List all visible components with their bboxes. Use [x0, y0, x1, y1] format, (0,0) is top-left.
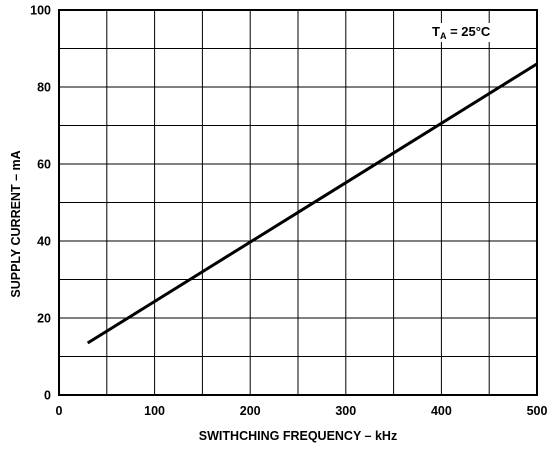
y-tick-label: 100: [30, 4, 51, 18]
y-tick-label: 40: [37, 235, 51, 249]
x-tick-label: 0: [56, 404, 63, 418]
y-tick-label: 60: [37, 158, 51, 172]
x-tick-label: 300: [335, 404, 356, 418]
y-axis-label: SUPPLY CURRENT – mA: [9, 150, 23, 297]
x-tick-label: 100: [144, 404, 165, 418]
tick-labels: 0 100 200 300 400 500 0 20 40 60 80 100: [30, 4, 547, 419]
annotation-subscript: A: [440, 31, 447, 41]
annotation-prefix: T: [432, 24, 440, 39]
series-line: [86, 62, 538, 345]
x-tick-label: 500: [527, 404, 548, 418]
x-axis-label: SWITHCHING FREQUENCY – kHz: [199, 429, 397, 443]
y-tick-label: 0: [44, 389, 51, 403]
annotation-suffix: = 25°C: [446, 24, 490, 39]
x-tick-label: 400: [431, 404, 452, 418]
plot-frame: [58, 9, 538, 396]
y-tick-label: 80: [37, 81, 51, 95]
series-layer: [86, 62, 538, 345]
annotation-background: [428, 23, 495, 42]
y-tick-label: 20: [37, 312, 51, 326]
x-tick-label: 200: [240, 404, 261, 418]
grid-lines: [59, 10, 537, 395]
temperature-annotation: TA = 25°C: [432, 24, 491, 41]
